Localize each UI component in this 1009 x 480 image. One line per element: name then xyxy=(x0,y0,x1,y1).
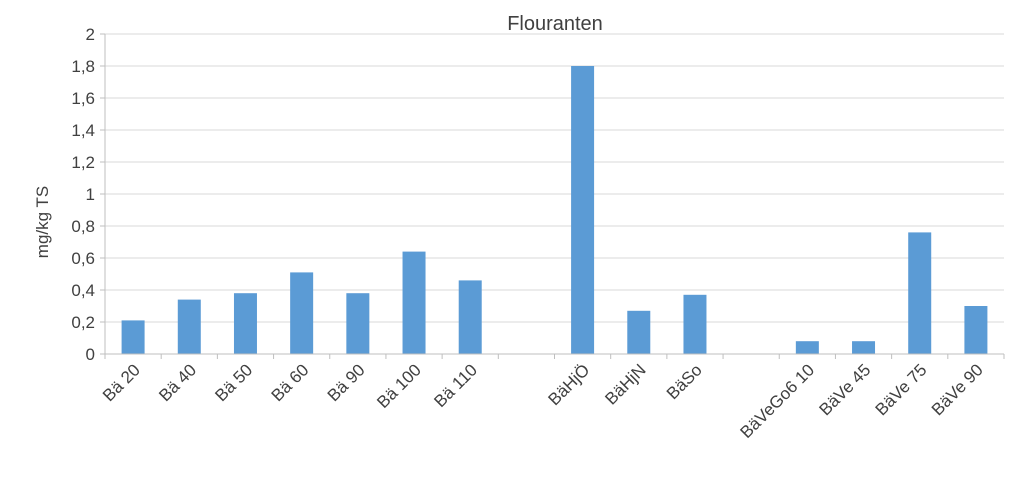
bar xyxy=(852,341,876,354)
gridlines xyxy=(105,33,1004,323)
x-tick-label: Bä 90 xyxy=(324,360,369,405)
x-axis-ticks: Bä 20 Bä 40 Bä 50 Bä 60 Bä 90 Bä 100 Bä 110 BäH… xyxy=(99,354,1005,442)
x-tick-label: BäVe 75 xyxy=(872,360,931,419)
bar xyxy=(683,294,707,354)
bar xyxy=(458,280,482,354)
bar xyxy=(571,66,595,354)
x-tick-label: Bä 110 xyxy=(430,360,481,411)
bar xyxy=(346,293,370,354)
y-tick-label: 0,2 xyxy=(71,313,95,332)
x-tick-label: BäHjN xyxy=(601,360,649,408)
bar xyxy=(121,320,145,354)
y-axis-ticks: 0 0,2 0,4 0,6 0,8 1 1,2 1,4 1,6 1,8 2 xyxy=(71,25,105,364)
bar xyxy=(290,272,314,354)
bars xyxy=(121,66,988,354)
bar xyxy=(177,299,201,354)
y-tick-label: 0,4 xyxy=(71,281,95,300)
x-tick-label: BäVe 90 xyxy=(928,360,987,419)
x-tick-label: Bä 50 xyxy=(211,360,256,405)
bar xyxy=(795,341,819,354)
y-tick-label: 1 xyxy=(86,185,95,204)
y-tick-label: 0 xyxy=(86,345,95,364)
x-tick-label: Bä 40 xyxy=(155,360,200,405)
y-tick-label: 1,2 xyxy=(71,153,95,172)
y-tick-label: 2 xyxy=(86,25,95,44)
y-tick-label: 0,6 xyxy=(71,249,95,268)
y-tick-label: 1,4 xyxy=(71,121,95,140)
x-tick-label: BäVe 45 xyxy=(815,360,874,419)
bar xyxy=(627,310,651,354)
y-tick-label: 1,8 xyxy=(71,57,95,76)
chart-title: Flouranten xyxy=(507,13,603,35)
x-tick-label: BäSo xyxy=(663,360,706,403)
x-tick-label: Bä 60 xyxy=(268,360,313,405)
y-tick-label: 1,6 xyxy=(71,89,95,108)
bar xyxy=(402,251,426,354)
x-tick-label: Bä 100 xyxy=(373,360,425,412)
y-tick-label: 0,8 xyxy=(71,217,95,236)
x-tick-label: BäVeGo6 10 xyxy=(737,360,819,442)
x-tick-label: Bä 20 xyxy=(99,360,144,405)
y-axis-label: mg/kg TS xyxy=(33,186,52,258)
bar xyxy=(908,232,932,354)
bar xyxy=(233,293,257,354)
bar xyxy=(964,306,988,354)
x-tick-label: BäHjÖ xyxy=(545,360,594,409)
